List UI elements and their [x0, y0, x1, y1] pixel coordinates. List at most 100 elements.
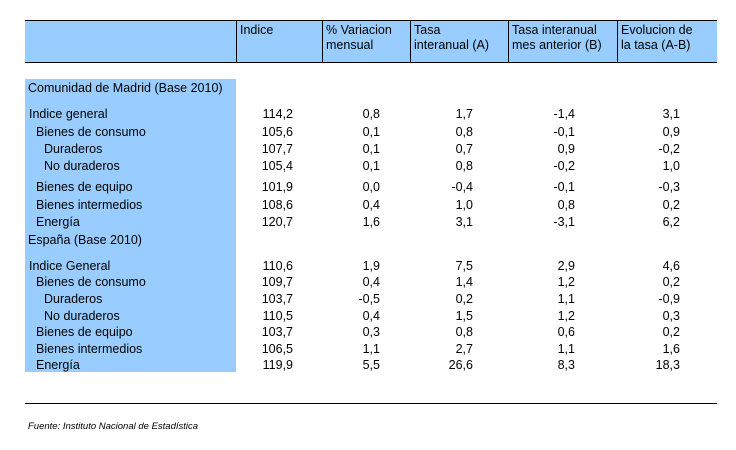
cell-value: 18,3 [655, 358, 680, 372]
cell-value: 120,7 [261, 215, 293, 229]
cell-value: -1,4 [553, 107, 575, 121]
cell-value: 1,7 [455, 107, 473, 121]
row-label: No duraderos [44, 159, 120, 173]
cell-value: 0,7 [455, 142, 473, 156]
table-row: Duraderos 103,7 -0,5 0,2 1,1 -0,9 [0, 291, 736, 307]
cell-value: -0,2 [553, 159, 575, 173]
cell-value: 7,5 [455, 259, 473, 273]
cell-value: 110,6 [262, 259, 293, 273]
cell-value: 106,5 [261, 342, 293, 356]
cell-value: 101,9 [261, 180, 293, 194]
cell-value: 0,8 [557, 198, 575, 212]
header-indice: Indice [236, 21, 322, 62]
cell-value: 0,4 [362, 309, 380, 323]
cell-value: 0,2 [662, 198, 680, 212]
cell-value: 0,1 [362, 159, 380, 173]
cell-value: -0,2 [658, 142, 680, 156]
table-row: Bienes de consumo 105,6 0,1 0,8 -0,1 0,9 [0, 124, 736, 140]
cell-value: 0,3 [662, 309, 680, 323]
table-row: Bienes de equipo 101,9 0,0 -0,4 -0,1 -0,3 [0, 179, 736, 195]
table-header: Indice % Variacion mensual Tasa interanual… [25, 21, 717, 62]
cell-value: 0,6 [557, 325, 575, 339]
row-label: Bienes de consumo [36, 275, 146, 289]
cell-value: 0,2 [455, 292, 473, 306]
cell-value: 0,8 [455, 125, 473, 139]
cell-value: 1,0 [455, 198, 473, 212]
row-label: Indice General [29, 259, 111, 273]
cell-value: 0,1 [362, 142, 380, 156]
row-label: Duraderos [44, 292, 103, 306]
row-label: Bienes intermedios [36, 198, 143, 212]
cell-value: 105,6 [261, 125, 293, 139]
cell-value: 0,0 [362, 180, 380, 194]
table-row: Bienes intermedios 108,6 0,4 1,0 0,8 0,2 [0, 197, 736, 213]
cell-value: 114,2 [262, 107, 293, 121]
cell-value: 1,1 [557, 292, 575, 306]
cell-value: -0,9 [658, 292, 680, 306]
header-evolucion-tasa: Evolucion de la tasa (A-B) [617, 21, 717, 62]
row-label: Bienes de equipo [36, 325, 133, 339]
cell-value: 1,2 [557, 309, 575, 323]
cell-value: 6,2 [662, 215, 680, 229]
cell-value: 1,2 [557, 275, 575, 289]
cell-value: 1,4 [455, 275, 473, 289]
cell-value: 0,4 [362, 198, 380, 212]
cell-value: 107,7 [261, 142, 293, 156]
source-note: Fuente: Instituto Nacional de Estadístic… [28, 421, 199, 432]
table-row: No duraderos 105,4 0,1 0,8 -0,2 1,0 [0, 158, 736, 174]
cell-value: 5,5 [362, 358, 380, 372]
row-label: Bienes de consumo [36, 125, 146, 139]
row-label: Duraderos [44, 142, 103, 156]
cell-value: 8,3 [557, 358, 575, 372]
cell-value: 0,8 [362, 107, 380, 121]
cell-value: -0,1 [553, 180, 575, 194]
cell-value: -3,1 [553, 215, 575, 229]
cell-value: 0,8 [455, 159, 473, 173]
cell-value: 0,8 [455, 325, 473, 339]
cell-value: 1,6 [662, 342, 680, 356]
table-row: Bienes de consumo 109,7 0,4 1,4 1,2 0,2 [0, 274, 736, 290]
cell-value: 110,5 [262, 309, 293, 323]
table-row: Bienes intermedios 106,5 1,1 2,7 1,1 1,6 [0, 341, 736, 357]
cell-value: 1,1 [362, 342, 380, 356]
cell-value: 0,2 [662, 325, 680, 339]
cell-value: 103,7 [261, 292, 293, 306]
cell-value: -0,3 [658, 180, 680, 194]
row-label: Energía [36, 358, 80, 372]
cell-value: 0,1 [362, 125, 380, 139]
cell-value: 3,1 [455, 215, 473, 229]
cell-value: -0,4 [451, 180, 473, 194]
table-row: Energía 119,9 5,5 26,6 8,3 18,3 [0, 357, 736, 373]
row-label: Bienes intermedios [36, 342, 143, 356]
cell-value: 0,4 [362, 275, 380, 289]
cell-value: 0,9 [557, 142, 575, 156]
section-title: Comunidad de Madrid (Base 2010) [28, 81, 223, 95]
table-row: Energía 120,7 1,6 3,1 -3,1 6,2 [0, 214, 736, 230]
header-variacion-mensual: % Variacion mensual [322, 21, 410, 62]
label-column-background [25, 79, 236, 372]
cell-value: 0,3 [362, 325, 380, 339]
row-label: Bienes de equipo [36, 180, 133, 194]
cell-value: 1,9 [362, 259, 380, 273]
header-rule [25, 62, 717, 63]
cell-value: 119,9 [262, 358, 293, 372]
cell-value: 0,2 [662, 275, 680, 289]
cell-value: 4,6 [662, 259, 680, 273]
cell-value: 105,4 [261, 159, 293, 173]
cell-value: 1,6 [362, 215, 380, 229]
cell-value: 2,7 [455, 342, 473, 356]
row-label: Energía [36, 215, 80, 229]
cell-value: -0,1 [553, 125, 575, 139]
cell-value: 2,9 [557, 259, 575, 273]
cell-value: 0,9 [662, 125, 680, 139]
header-tasa-interanual: Tasa interanual (A) [410, 21, 508, 62]
section-title: España (Base 2010) [28, 233, 142, 247]
table-row: Indice General 110,6 1,9 7,5 2,9 4,6 [0, 258, 736, 274]
table-row: Bienes de equipo 103,7 0,3 0,8 0,6 0,2 [0, 324, 736, 340]
cell-value: 109,7 [261, 275, 293, 289]
top-rule [25, 20, 717, 21]
row-label: No duraderos [44, 309, 120, 323]
cell-value: 26,6 [448, 358, 473, 372]
cell-value: 1,0 [662, 159, 680, 173]
row-label: Indice general [29, 107, 108, 121]
